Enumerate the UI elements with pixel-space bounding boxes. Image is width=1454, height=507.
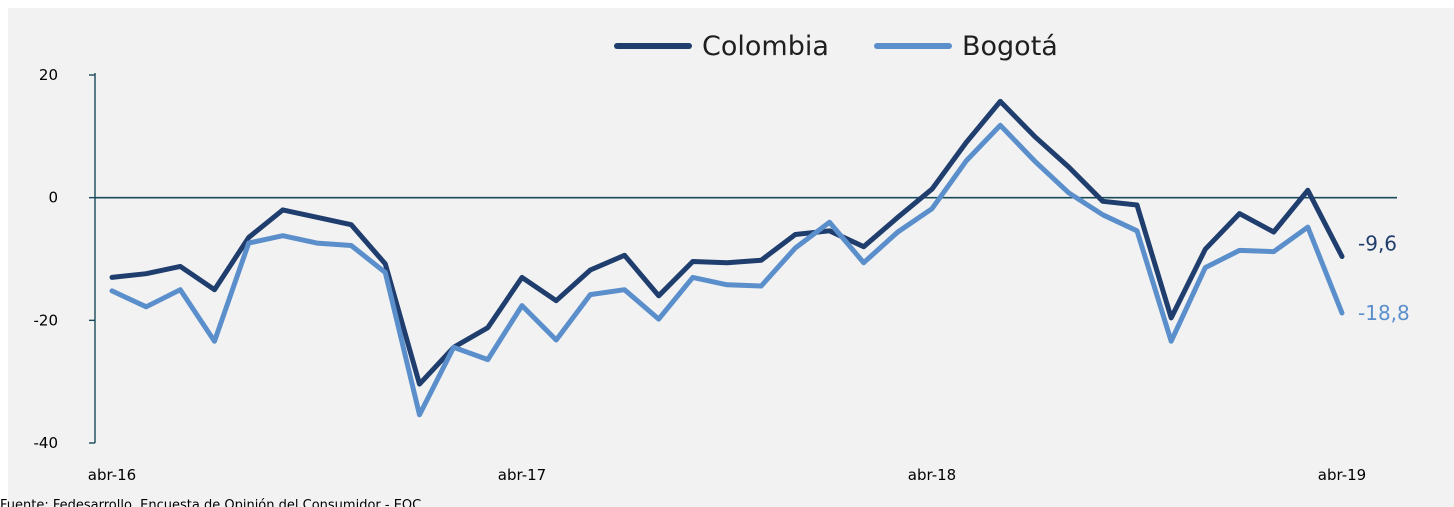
series-line-colombia <box>109 98 1345 387</box>
source-note: Fuente: Fedesarrollo, Encuesta de Opinió… <box>0 498 426 507</box>
series-line-bogota <box>109 122 1345 418</box>
end-label-bogota: -18,8 <box>1358 301 1410 325</box>
y-axis-ticks: 20 0 -20 -40 <box>34 66 95 452</box>
series-layer <box>109 98 1345 418</box>
y-tick-label: -20 <box>34 311 59 329</box>
x-tick-label: abr-18 <box>908 466 956 484</box>
x-tick-label: abr-19 <box>1318 466 1366 484</box>
y-tick-label: 0 <box>48 189 58 207</box>
chart-area: Colombia Bogotá 20 0 -20 -40 abr-16 abr-17 ab… <box>8 8 1454 507</box>
y-tick-label: -40 <box>34 434 59 452</box>
end-label-colombia: -9,6 <box>1358 232 1397 256</box>
legend-label-bogota: Bogotá <box>962 31 1058 62</box>
x-axis-labels: abr-16 abr-17 abr-18 abr-19 <box>88 466 1366 484</box>
x-tick-label: abr-16 <box>88 466 136 484</box>
line-chart: Colombia Bogotá 200-20-40 abr-16 abr-17 ab… <box>34 31 1410 484</box>
legend-label-colombia: Colombia <box>702 31 829 62</box>
x-tick-label: abr-17 <box>498 466 546 484</box>
end-labels: -9,6 -18,8 <box>1358 232 1410 325</box>
y-tick-label: 20 <box>39 66 58 84</box>
legend: Colombia Bogotá <box>614 31 1058 62</box>
